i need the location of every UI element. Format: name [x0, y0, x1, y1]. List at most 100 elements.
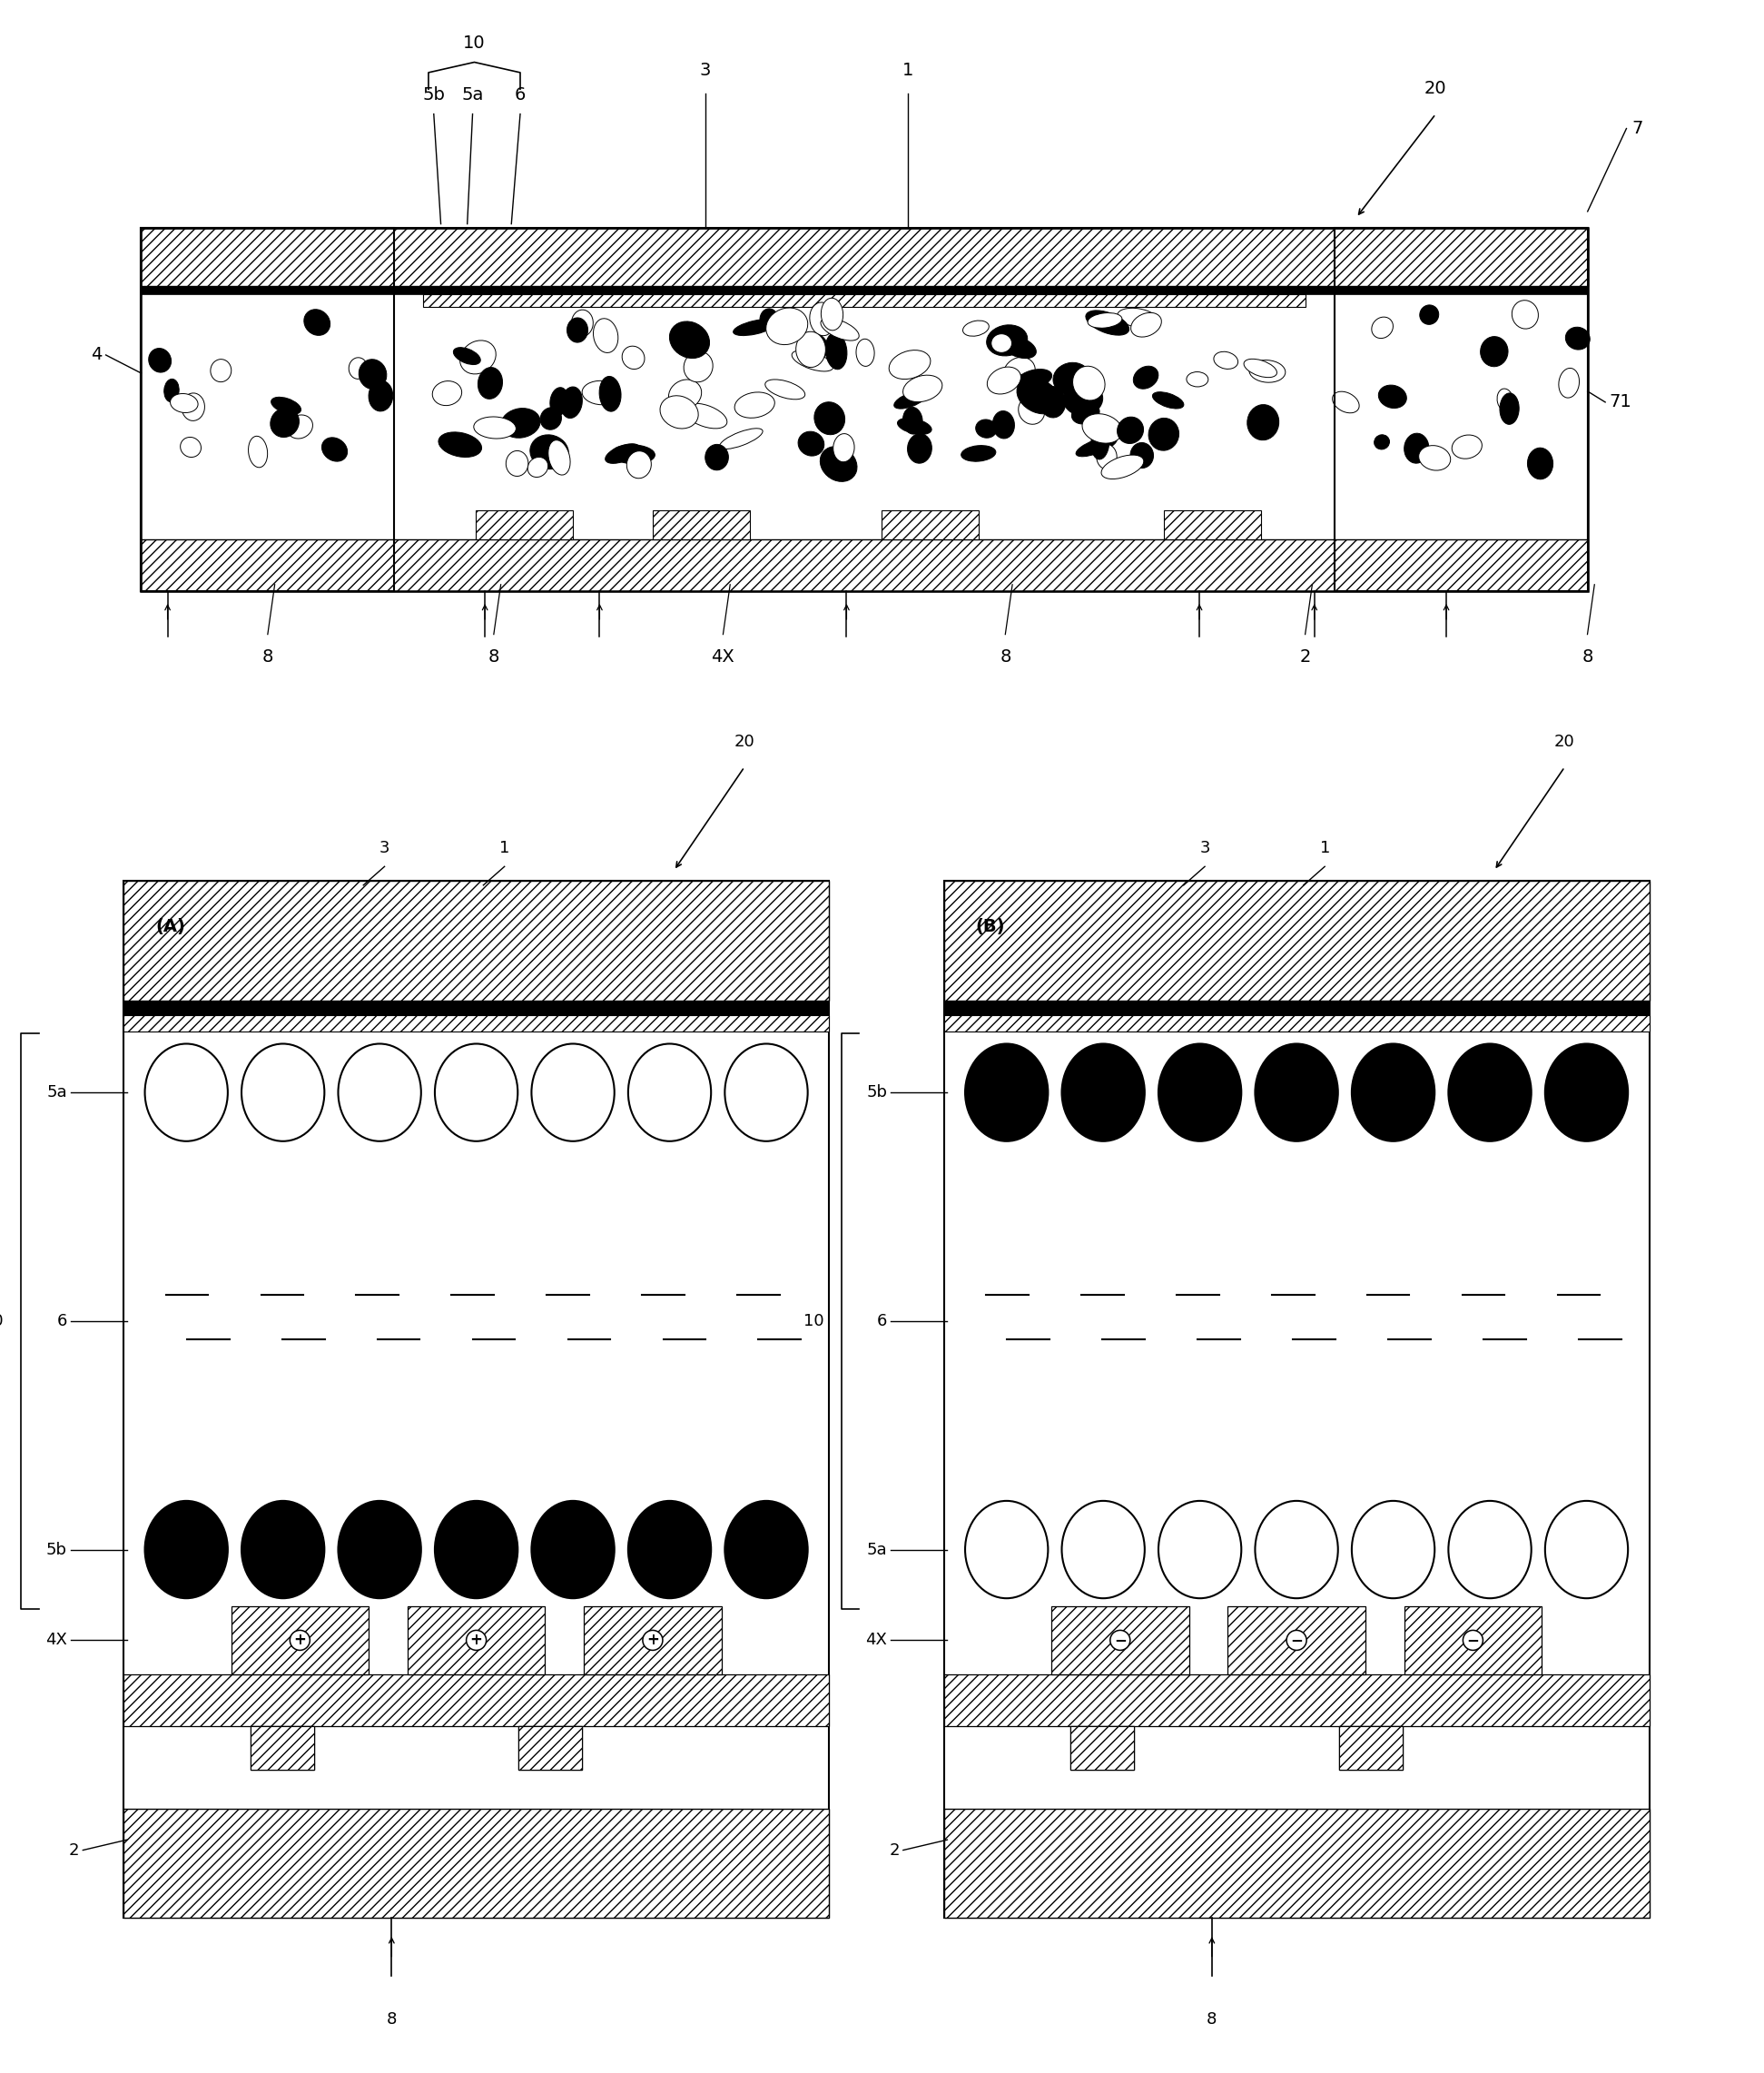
- Bar: [1164, 510, 1261, 539]
- Ellipse shape: [856, 340, 875, 367]
- Ellipse shape: [506, 450, 527, 477]
- Ellipse shape: [369, 381, 393, 410]
- Text: 10: 10: [0, 1312, 4, 1329]
- Circle shape: [531, 1045, 614, 1140]
- Text: (A): (A): [155, 918, 185, 935]
- Text: 5a: 5a: [46, 1084, 67, 1101]
- Circle shape: [725, 1045, 808, 1140]
- Ellipse shape: [963, 321, 990, 336]
- Text: 8: 8: [1207, 2011, 1217, 2027]
- Text: 4X: 4X: [711, 649, 736, 665]
- Ellipse shape: [460, 340, 496, 373]
- Circle shape: [965, 1045, 1048, 1140]
- Ellipse shape: [626, 452, 651, 479]
- Text: 1: 1: [1319, 840, 1330, 856]
- Circle shape: [434, 1045, 519, 1140]
- Circle shape: [1545, 1501, 1628, 1598]
- Ellipse shape: [734, 392, 774, 419]
- Bar: [944, 1808, 1649, 1918]
- Circle shape: [242, 1501, 325, 1598]
- Bar: [882, 510, 979, 539]
- Ellipse shape: [810, 303, 834, 336]
- Circle shape: [1256, 1045, 1339, 1140]
- Bar: [141, 228, 1588, 591]
- Circle shape: [628, 1501, 711, 1598]
- Bar: [141, 228, 1588, 286]
- Bar: [476, 510, 573, 539]
- Ellipse shape: [561, 388, 582, 419]
- Text: 2: 2: [889, 1843, 900, 1857]
- Ellipse shape: [1480, 336, 1508, 367]
- Bar: [944, 1014, 1649, 1032]
- Bar: [944, 881, 1649, 1918]
- Ellipse shape: [1498, 388, 1514, 410]
- Ellipse shape: [1565, 328, 1589, 350]
- Ellipse shape: [288, 415, 312, 439]
- Bar: [1071, 1725, 1134, 1768]
- Ellipse shape: [1088, 313, 1122, 328]
- Ellipse shape: [303, 309, 330, 336]
- Ellipse shape: [1378, 386, 1406, 408]
- Text: +: +: [469, 1631, 483, 1648]
- Ellipse shape: [1131, 444, 1154, 468]
- Ellipse shape: [766, 379, 804, 400]
- Ellipse shape: [593, 319, 617, 352]
- Bar: [653, 510, 750, 539]
- Text: 20: 20: [734, 734, 755, 750]
- Text: 4: 4: [92, 346, 102, 363]
- Ellipse shape: [806, 334, 827, 361]
- Ellipse shape: [988, 367, 1021, 394]
- Circle shape: [145, 1045, 228, 1140]
- Circle shape: [531, 1501, 614, 1598]
- Ellipse shape: [1016, 377, 1060, 415]
- Text: 20: 20: [1554, 734, 1575, 750]
- Ellipse shape: [660, 396, 699, 429]
- Bar: [123, 1675, 829, 1725]
- Ellipse shape: [991, 334, 1013, 352]
- Bar: [423, 294, 1305, 307]
- Ellipse shape: [1152, 392, 1184, 408]
- Bar: [1404, 1607, 1542, 1675]
- Ellipse shape: [993, 369, 1023, 386]
- Ellipse shape: [1018, 396, 1044, 425]
- Text: 5b: 5b: [422, 87, 445, 104]
- Text: 5a: 5a: [866, 1542, 887, 1557]
- Ellipse shape: [550, 388, 568, 415]
- Ellipse shape: [527, 458, 549, 477]
- Ellipse shape: [1131, 313, 1161, 338]
- Ellipse shape: [349, 357, 367, 379]
- Bar: [519, 1725, 582, 1768]
- Ellipse shape: [903, 375, 942, 402]
- Ellipse shape: [475, 417, 517, 439]
- Ellipse shape: [180, 437, 201, 458]
- Ellipse shape: [1187, 371, 1208, 388]
- Circle shape: [965, 1501, 1048, 1598]
- Ellipse shape: [820, 319, 859, 340]
- Ellipse shape: [210, 359, 231, 381]
- Text: +: +: [293, 1631, 307, 1648]
- Ellipse shape: [164, 379, 178, 402]
- Ellipse shape: [1117, 417, 1143, 444]
- Bar: [1339, 1725, 1402, 1768]
- Circle shape: [1545, 1045, 1628, 1140]
- Ellipse shape: [894, 392, 928, 408]
- Ellipse shape: [1452, 435, 1482, 458]
- Text: 4X: 4X: [46, 1631, 67, 1648]
- Text: 8: 8: [263, 649, 273, 665]
- Ellipse shape: [582, 381, 621, 404]
- Text: 5b: 5b: [46, 1542, 67, 1557]
- Bar: [250, 1725, 314, 1768]
- Bar: [584, 1607, 721, 1675]
- Ellipse shape: [1418, 446, 1450, 471]
- Bar: [123, 1001, 829, 1016]
- Ellipse shape: [815, 402, 845, 435]
- Bar: [1228, 1607, 1365, 1675]
- Ellipse shape: [1528, 448, 1552, 479]
- Bar: [944, 1675, 1649, 1725]
- Circle shape: [1159, 1045, 1242, 1140]
- Ellipse shape: [1214, 352, 1238, 369]
- Text: 4X: 4X: [866, 1631, 887, 1648]
- Circle shape: [242, 1045, 325, 1140]
- Ellipse shape: [684, 404, 727, 429]
- Ellipse shape: [760, 309, 778, 330]
